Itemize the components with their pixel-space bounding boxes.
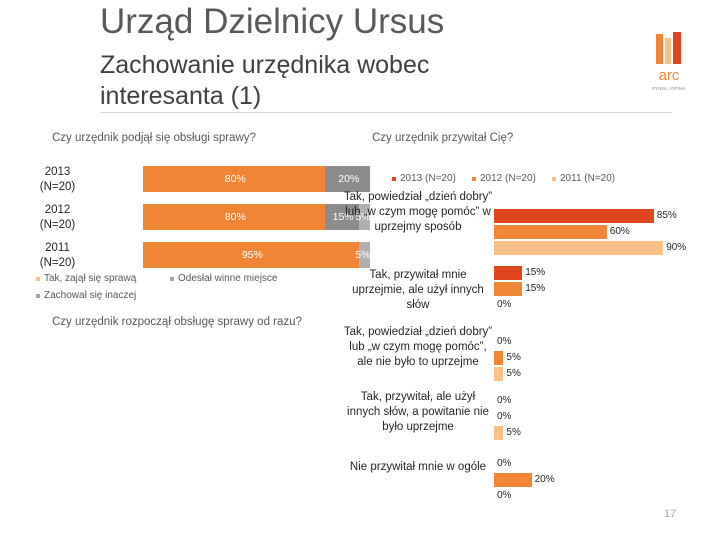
chart2-bar-label: 15% [525, 283, 546, 294]
chart1-legend-1-label: Odesłał winne miejsce [178, 273, 278, 284]
chart2-bar-label: 5% [506, 427, 521, 438]
page-number: 17 [664, 508, 677, 520]
chart1-bar [358, 204, 370, 230]
chart2-bar-label: 0% [497, 458, 512, 469]
chart2-bar-label: 0% [497, 299, 512, 310]
chart2-bar [494, 367, 504, 381]
chart2-category-label: Tak, powiedział „dzień dobry” lub „w czy… [343, 326, 493, 368]
chart2-category-label: Tak, powiedział „dzień dobry” lub „w czy… [343, 191, 493, 233]
header-divider [100, 112, 672, 113]
chart1-category-label: 2011 (N=20) [39, 242, 76, 269]
chart2-legend-2-label: 2011 (N=20) [560, 173, 616, 184]
chart2-bar [494, 426, 504, 440]
chart1-bar-label: 5% [355, 211, 371, 223]
chart2-bar [494, 209, 654, 223]
chart2-bar [494, 225, 607, 239]
chart2-legend-0: 2013 (N=20) [392, 173, 456, 184]
chart2-legend-0-swatch [392, 176, 396, 181]
chart1-legend-0: Tak, zajął się sprawą [36, 273, 136, 284]
chart1-bar [143, 166, 325, 192]
chart2-bar-label: 90% [666, 242, 687, 253]
chart1-bar [324, 204, 359, 230]
chart1-legend-2-label: Zachował się inaczej [44, 290, 137, 301]
chart1-legend-1-swatch [170, 276, 174, 281]
chart2-bar-label: 85% [656, 210, 677, 221]
chart2-bar [494, 473, 532, 487]
chart2-bar-label: 0% [497, 490, 512, 501]
chart1-legend-0-swatch [36, 276, 40, 281]
chart2-bar-label: 0% [497, 411, 512, 422]
chart2-legend-2: 2011 (N=20) [552, 173, 615, 184]
chart1-category-label: 2013 (N=20) [39, 166, 76, 193]
chart2-bar-label: 5% [506, 352, 521, 363]
chart2-bar-label: 0% [497, 336, 512, 347]
chart2-bar-label: 5% [506, 368, 521, 379]
arc-logo: arc RYNEK i OPINIA [640, 30, 698, 92]
chart1-title: Czy urzędnik podjął się obsługi sprawy? [52, 132, 256, 144]
chart2-legend-1-swatch [472, 176, 476, 181]
chart1-bar [143, 242, 359, 268]
chart2-category-label: Tak, przywitał, ale użył innych słów, a … [347, 391, 489, 433]
chart2-legend-1: 2012 (N=20) [472, 173, 536, 184]
chart2-legend-1-label: 2012 (N=20) [480, 173, 536, 184]
chart1-bar-label: 20% [338, 173, 360, 185]
chart1-legend-2-swatch [36, 293, 40, 298]
chart2-bar-label: 0% [497, 395, 512, 406]
chart2-bar-label: 15% [525, 267, 546, 278]
chart1-legend-2: Zachował się inaczej [36, 290, 136, 301]
arc-logo-icon: arc RYNEK i OPINIA [652, 32, 686, 91]
chart1-bar-label: 15% [332, 211, 354, 223]
chart2-bar [494, 266, 523, 280]
chart2-category-label: Nie przywitał mnie w ogóle [349, 461, 487, 473]
chart2-legend-2-swatch [552, 176, 556, 181]
chart1: 2013 (N=20) 80% 20% 2012 (N=20) 80% 15% 5% 2011… [30, 160, 371, 270]
chart1-bar-label: 80% [224, 211, 246, 223]
chart2-bar-label: 20% [534, 474, 555, 485]
chart2-bar [494, 351, 504, 365]
chart2-title: Czy urzędnik przywitał Cię? [372, 132, 514, 144]
chart3-title: Czy urzędnik rozpoczął obsługę sprawy od… [52, 316, 302, 328]
chart2-bar-label: 60% [609, 226, 630, 237]
chart2: Tak, powiedział „dzień dobry” lub „w czy… [340, 190, 720, 501]
chart1-bar-label: 80% [224, 173, 246, 185]
chart1-bar-label: 5% [355, 249, 371, 261]
chart1-category-label: 2012 (N=20) [39, 204, 76, 231]
chart1-bar-label: 95% [241, 249, 263, 261]
chart2-category-label: Tak, przywitał mnie uprzejmie, ale użył … [352, 269, 484, 311]
chart2-legend-0-label: 2013 (N=20) [400, 173, 456, 184]
chart2-bar [494, 241, 664, 255]
logo-text: arc [659, 67, 680, 84]
page-subtitle: Zachowanie urzędnika wobec interesanta (… [100, 51, 430, 110]
chart1-bar [324, 166, 370, 192]
chart1-bar [143, 204, 325, 230]
logo-subtext: RYNEK i OPINIA [652, 86, 686, 91]
page-title: Urząd Dzielnicy Ursus [100, 2, 445, 41]
chart1-legend-1: Odesłał winne miejsce [170, 273, 278, 284]
chart1-legend-0-label: Tak, zajął się sprawą [44, 273, 137, 284]
chart1-bar [358, 242, 370, 268]
chart2-bar [494, 282, 523, 296]
